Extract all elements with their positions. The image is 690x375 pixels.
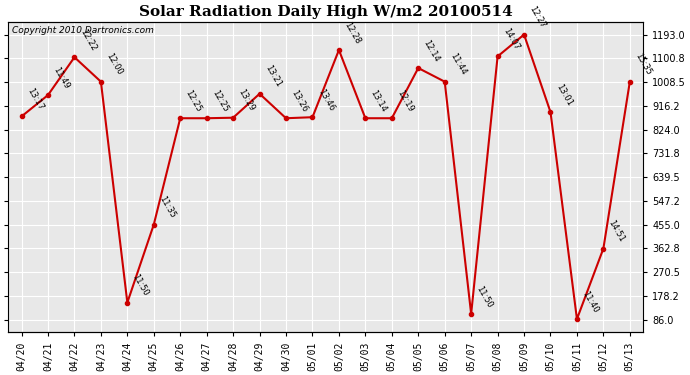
Text: 13:21: 13:21 — [263, 64, 283, 89]
Text: 11:44: 11:44 — [448, 52, 468, 77]
Text: 11:50: 11:50 — [131, 273, 150, 298]
Text: 12:27: 12:27 — [527, 5, 547, 30]
Text: 12:25: 12:25 — [210, 88, 230, 114]
Text: 12:19: 12:19 — [395, 88, 415, 114]
Text: 13:14: 13:14 — [368, 88, 388, 114]
Text: 12:14: 12:14 — [422, 38, 442, 63]
Text: 14:07: 14:07 — [501, 27, 521, 52]
Text: 12:00: 12:00 — [104, 52, 124, 77]
Text: 13:29: 13:29 — [237, 88, 256, 113]
Text: 11:40: 11:40 — [580, 290, 600, 314]
Text: 13:46: 13:46 — [316, 87, 336, 112]
Text: 12:28: 12:28 — [342, 20, 362, 45]
Text: 12:25: 12:25 — [184, 88, 204, 114]
Text: 13:01: 13:01 — [554, 82, 573, 107]
Text: 14:51: 14:51 — [607, 219, 627, 244]
Text: 11:49: 11:49 — [52, 65, 71, 90]
Title: Solar Radiation Daily High W/m2 20100514: Solar Radiation Daily High W/m2 20100514 — [139, 5, 513, 19]
Text: 12:22: 12:22 — [78, 27, 97, 53]
Text: 15:35: 15:35 — [633, 52, 653, 77]
Text: 11:50: 11:50 — [475, 284, 494, 309]
Text: 13:26: 13:26 — [290, 88, 309, 114]
Text: 11:35: 11:35 — [157, 195, 177, 220]
Text: Copyright 2010 Dartronics.com: Copyright 2010 Dartronics.com — [12, 26, 153, 35]
Text: 13:17: 13:17 — [25, 87, 45, 112]
